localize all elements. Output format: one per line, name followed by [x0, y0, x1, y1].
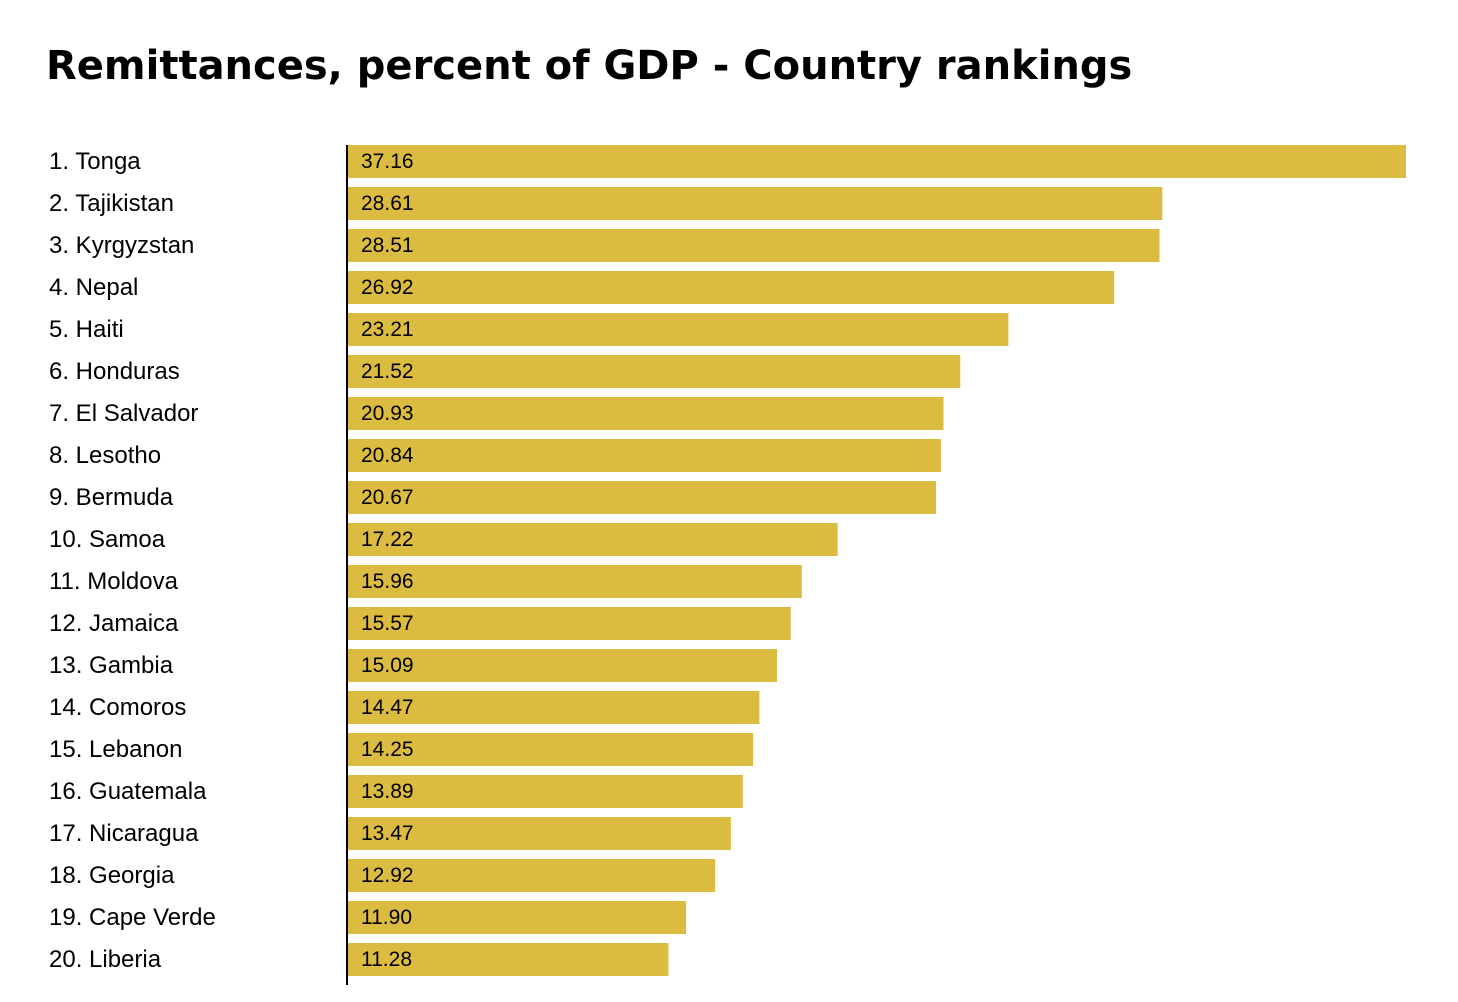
value-label: 11.90: [361, 906, 412, 929]
value-label: 13.89: [361, 780, 414, 803]
bar: [347, 649, 777, 682]
bar: [347, 355, 961, 388]
value-label: 28.51: [361, 234, 414, 257]
value-label: 11.28: [361, 948, 412, 971]
category-label: 8. Lesotho: [49, 442, 161, 469]
value-label: 20.93: [361, 402, 414, 425]
bar: [347, 187, 1163, 220]
category-label: 7. El Salvador: [49, 400, 198, 427]
category-label: 11. Moldova: [49, 568, 179, 595]
category-label: 17. Nicaragua: [49, 820, 199, 847]
bar: [347, 943, 669, 976]
category-label: 14. Comoros: [49, 694, 186, 721]
value-label: 13.47: [361, 822, 414, 845]
value-label: 28.61: [361, 192, 414, 215]
category-label: 1. Tonga: [49, 148, 141, 175]
value-label: 15.09: [361, 654, 414, 677]
bar: [347, 859, 716, 892]
value-label: 20.67: [361, 486, 414, 509]
category-label: 6. Honduras: [49, 358, 180, 385]
value-label: 17.22: [361, 528, 414, 551]
bar: [347, 439, 941, 472]
category-label: 5. Haiti: [49, 316, 124, 343]
category-label: 10. Samoa: [49, 526, 166, 553]
value-label: 26.92: [361, 276, 414, 299]
category-label: 18. Georgia: [49, 862, 175, 889]
category-label: 2. Tajikistan: [49, 190, 174, 217]
bar: [347, 607, 791, 640]
value-label: 14.25: [361, 738, 414, 761]
bars-layer: [347, 145, 1406, 976]
bar: [347, 901, 687, 934]
bar: [347, 229, 1160, 262]
bar: [347, 565, 802, 598]
category-label: 16. Guatemala: [49, 778, 207, 805]
bar: [347, 397, 944, 430]
bar: [347, 523, 838, 556]
value-label: 12.92: [361, 864, 414, 887]
value-label: 21.52: [361, 360, 414, 383]
category-label: 20. Liberia: [49, 946, 162, 973]
bar: [347, 481, 937, 514]
value-label: 23.21: [361, 318, 414, 341]
bar: [347, 817, 731, 850]
value-label: 15.57: [361, 612, 414, 635]
category-label: 12. Jamaica: [49, 610, 179, 637]
chart-title: Remittances, percent of GDP - Country ra…: [46, 43, 1133, 89]
bar: [347, 733, 754, 766]
value-label: 14.47: [361, 696, 414, 719]
category-label: 19. Cape Verde: [49, 904, 216, 931]
value-label: 15.96: [361, 570, 414, 593]
category-label: 13. Gambia: [49, 652, 174, 679]
labels-layer: 37.16 1. Tonga 28.61 2. Tajikistan 28.51 3. K…: [49, 148, 414, 973]
category-label: 4. Nepal: [49, 274, 138, 301]
category-label: 15. Lebanon: [49, 736, 182, 763]
value-label: 20.84: [361, 444, 414, 467]
category-label: 9. Bermuda: [49, 484, 174, 511]
bar: [347, 775, 743, 808]
value-label: 37.16: [361, 150, 414, 173]
category-label: 3. Kyrgyzstan: [49, 232, 194, 259]
bar: [347, 145, 1406, 178]
bar: [347, 313, 1009, 346]
bar: [347, 691, 760, 724]
bar: [347, 271, 1115, 304]
